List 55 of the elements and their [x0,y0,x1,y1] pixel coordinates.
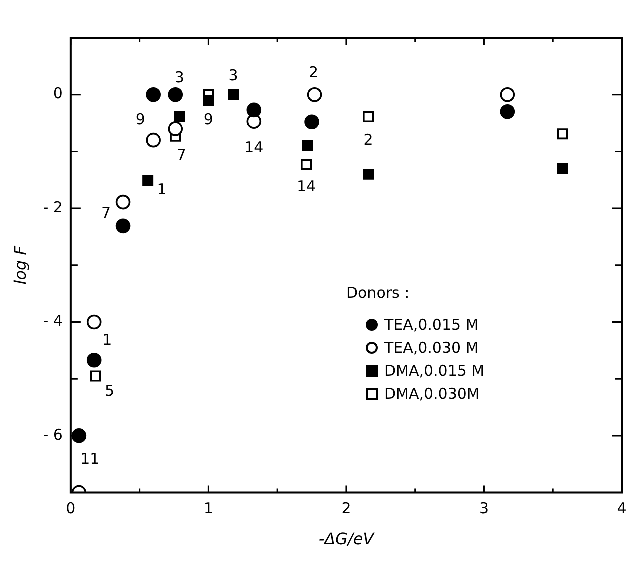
point [500,87,516,102]
point [86,314,102,330]
point [146,132,161,148]
point [142,175,154,186]
point [246,102,262,118]
y-tick-label: - 4 [43,312,63,330]
y-tick-label: 0 [53,84,63,103]
point [500,104,516,120]
point [557,163,568,174]
y-tick-label: - 2 [43,198,63,216]
annotation: 3 [228,66,238,85]
point [174,112,186,123]
annotation: 14 [244,138,264,156]
annotation: 3 [174,68,184,87]
point [72,428,87,444]
legend-label: DMA,0.015 M [384,362,485,380]
point [168,122,184,136]
point [228,89,239,100]
point [146,87,161,102]
x-tick-label: 3 [479,500,490,518]
x-axis-title: -ΔG/eV [318,530,376,549]
point [557,128,568,140]
annotation: 1 [157,180,167,199]
annotation: 2 [309,64,319,82]
point [363,112,374,123]
annotation: 7 [102,204,112,222]
annotation: 9 [136,110,146,129]
x-tick-label: 0 [66,500,76,518]
point [203,95,214,106]
legend-title: Donors : [346,284,411,302]
annotation: 9 [204,110,214,128]
legend-label: TEA,0.015 M [384,316,479,334]
point [86,352,102,368]
y-axis-title: log F [10,245,30,285]
point [307,87,322,102]
point [304,114,320,130]
x-tick-label: 4 [617,500,627,518]
annotation: 7 [176,146,186,164]
point [116,218,131,234]
x-tick-label: 1 [204,500,214,518]
y-tick-label: - 6 [43,426,63,444]
point [301,159,312,170]
legend-label: DMA,0.030M [384,384,480,403]
point [116,194,131,210]
point [302,140,314,151]
point [363,168,374,180]
annotation: 11 [80,450,100,468]
annotation: 14 [296,178,316,196]
point [90,370,102,382]
x-tick-label: 2 [342,500,352,518]
legend-label: TEA,0.030 M [384,338,479,357]
annotation: 1 [102,331,112,350]
annotation: 2 [364,130,374,149]
annotation: 5 [104,382,114,400]
point [168,87,184,102]
